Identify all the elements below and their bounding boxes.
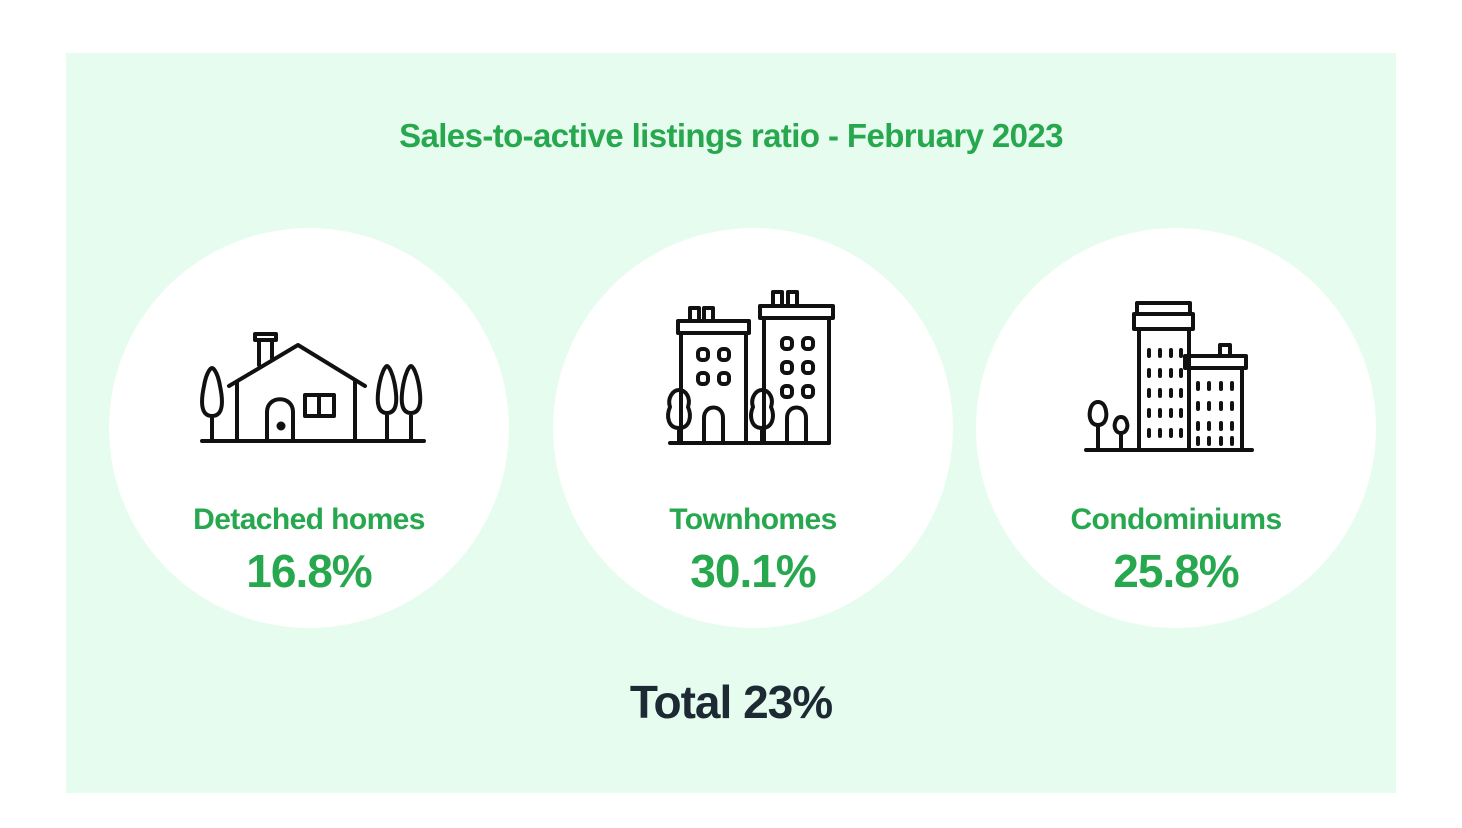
detached-house-icon — [109, 268, 509, 458]
detached-homes-card: Detached homes 16.8% — [109, 228, 509, 628]
category-value: 30.1% — [690, 545, 816, 597]
category-value: 25.8% — [1113, 545, 1239, 597]
total-value: 23% — [743, 676, 833, 728]
condominiums-card: Condominiums 25.8% — [976, 228, 1376, 628]
category-label: Townhomes — [669, 503, 837, 536]
category-label: Detached homes — [193, 503, 425, 536]
infographic-title: Sales-to-active listings ratio - Februar… — [399, 117, 1063, 154]
condominiums-icon — [976, 268, 1376, 458]
townhomes-card: Townhomes 30.1% — [553, 228, 953, 628]
townhomes-icon — [553, 268, 953, 458]
category-value: 16.8% — [246, 545, 372, 597]
infographic-panel: Sales-to-active listings ratio - Februar… — [66, 53, 1396, 793]
total-ratio: Total 23% — [66, 675, 1396, 729]
total-label: Total — [629, 676, 732, 728]
category-label: Condominiums — [1070, 503, 1282, 536]
